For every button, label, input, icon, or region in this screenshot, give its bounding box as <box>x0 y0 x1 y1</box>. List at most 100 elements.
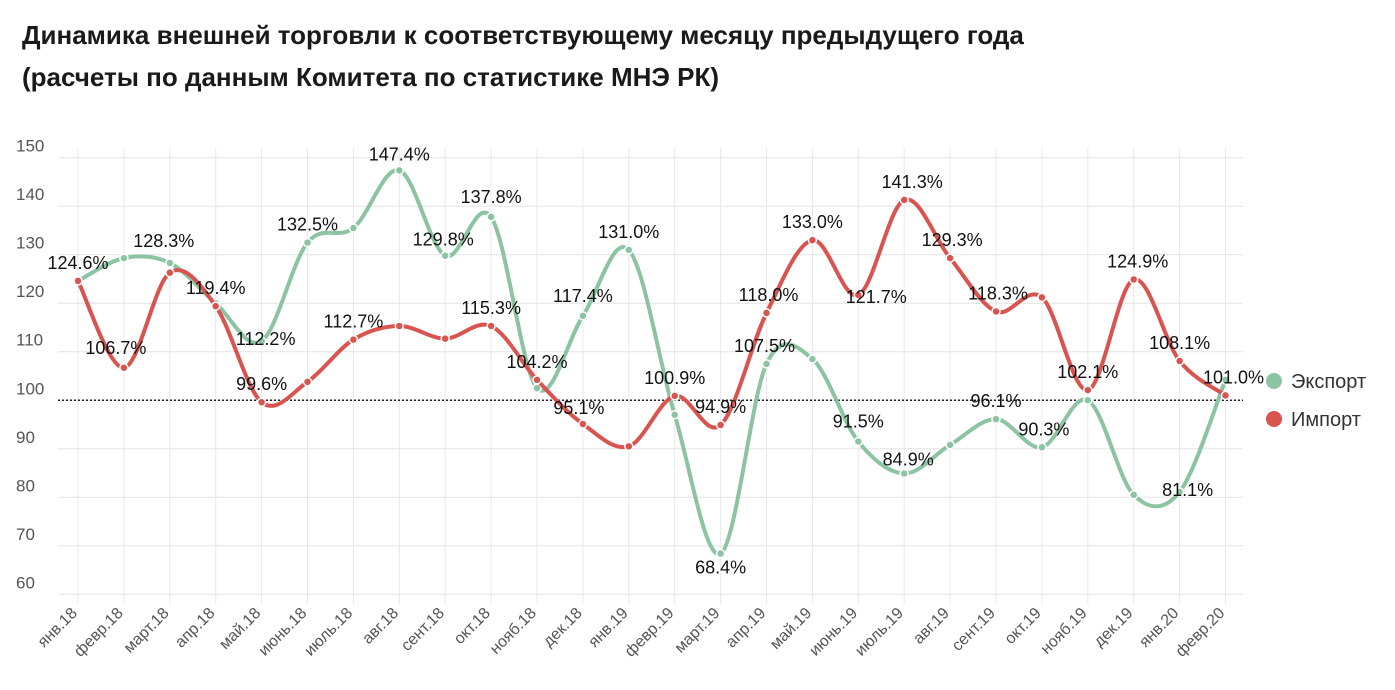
data-label-import: 121.7% <box>846 287 907 307</box>
grid-layer <box>58 148 1243 604</box>
data-label-import: 95.1% <box>553 398 604 418</box>
y-tick-label: 120 <box>16 282 44 301</box>
x-tick-label: янв.20 <box>1136 605 1182 651</box>
data-point-export <box>1174 487 1185 497</box>
x-tick-label: авг.18 <box>359 605 402 648</box>
data-label-import: 108.1% <box>1149 333 1210 353</box>
data-point-import <box>256 397 267 407</box>
data-point-import <box>1037 292 1047 303</box>
y-tick-label: 100 <box>16 379 44 398</box>
data-label-import: 129.3% <box>922 230 983 250</box>
chart-title: Динамика внешней торговли к соответствую… <box>22 14 1382 98</box>
y-tick-label: 110 <box>16 331 43 350</box>
data-point-import <box>1220 390 1231 401</box>
x-tick-label: февр.18 <box>71 605 127 661</box>
x-tick-label: июнь.19 <box>806 605 861 660</box>
x-tick-label: янв.18 <box>35 605 81 651</box>
data-point-export <box>669 410 680 420</box>
x-tick-label: июнь.18 <box>256 605 311 660</box>
data-label-export: 81.1% <box>1162 480 1213 500</box>
x-tick-label: сент.18 <box>398 605 448 655</box>
data-point-import <box>853 290 864 300</box>
data-point-import <box>991 306 1001 317</box>
x-tick-label: янв.19 <box>585 605 631 651</box>
data-label-import: 106.7% <box>85 338 146 358</box>
series-layer <box>73 165 1231 559</box>
data-point-export <box>440 250 450 261</box>
data-label-export: 68.4% <box>695 558 746 578</box>
data-point-export <box>1220 375 1231 385</box>
data-label-export: 117.4% <box>553 286 613 306</box>
x-tick-label: апр.18 <box>172 605 219 652</box>
data-point-import <box>1174 356 1185 366</box>
y-axis: 60 70 80 90 100 110 120 130 140 150 <box>16 137 44 593</box>
data-point-export <box>486 212 496 222</box>
x-tick-label: июль.18 <box>301 605 356 660</box>
x-tick-label: апр.19 <box>723 605 770 652</box>
data-label-import: 99.6% <box>236 374 287 394</box>
data-label-export: 107.5% <box>734 336 795 356</box>
x-tick-label: нояб.18 <box>487 605 540 658</box>
data-point-import <box>899 195 909 205</box>
data-point-export <box>256 336 267 346</box>
data-point-import <box>1083 385 1093 395</box>
y-tick-label: 150 <box>16 137 44 156</box>
data-point-export <box>991 414 1001 424</box>
data-point-import <box>302 377 313 387</box>
data-label-import: 118.0% <box>739 285 799 305</box>
x-tick-label: окт.18 <box>451 605 494 648</box>
data-label-import: 101.0% <box>1203 367 1264 387</box>
data-point-import <box>73 276 83 286</box>
chart-title-line-1: Динамика внешней торговли к соответствую… <box>22 20 1024 50</box>
y-tick-label: 130 <box>16 234 44 253</box>
data-label-export: 128.3% <box>133 231 194 251</box>
data-point-export <box>1128 490 1139 500</box>
data-label-import: 133.0% <box>782 212 843 232</box>
data-point-import <box>210 301 221 311</box>
x-tick-label: дек.19 <box>1091 605 1137 651</box>
x-tick-label: июль.19 <box>852 605 907 660</box>
data-point-export <box>165 258 175 268</box>
data-point-export <box>761 359 772 369</box>
x-tick-label: сент.19 <box>949 605 999 655</box>
data-point-import <box>532 375 542 385</box>
x-tick-label: март.18 <box>121 605 173 657</box>
data-point-export <box>853 436 864 447</box>
data-label-import: 104.2% <box>506 352 567 372</box>
data-point-import <box>669 391 680 401</box>
data-point-export <box>119 253 129 263</box>
data-point-import <box>394 321 405 331</box>
legend-marker-import <box>1266 411 1282 427</box>
data-label-export: 90.3% <box>1018 419 1069 439</box>
data-point-export <box>807 354 818 364</box>
data-point-export <box>302 237 313 248</box>
data-label-export: 129.8% <box>413 230 474 250</box>
data-label-import: 124.6% <box>47 253 108 273</box>
x-tick-label: дек.18 <box>540 605 586 651</box>
data-label-layer: 128.3% 112.2% 132.5% 147.4% 129.8% 137.8% 117.… <box>47 144 1264 577</box>
data-point-import <box>578 419 588 429</box>
x-tick-label: авг.19 <box>910 605 953 648</box>
data-label-import: 100.9% <box>644 368 705 388</box>
x-tick-label: окт.19 <box>1002 605 1045 648</box>
data-point-import <box>348 334 359 345</box>
y-tick-label: 60 <box>16 573 35 592</box>
y-tick-label: 140 <box>16 185 44 204</box>
data-point-import <box>486 321 496 331</box>
data-point-export <box>348 223 359 233</box>
x-tick-label: нояб.19 <box>1038 605 1091 658</box>
data-point-import <box>624 441 634 452</box>
y-tick-label: 90 <box>16 428 35 447</box>
data-point-export <box>578 311 588 321</box>
data-point-import <box>761 308 772 318</box>
x-tick-label: февр.19 <box>622 605 678 661</box>
legend-label-export: Экспорт <box>1291 371 1366 393</box>
legend: Экспорт Импорт <box>1266 371 1366 431</box>
data-label-import: 118.3% <box>968 283 1028 303</box>
data-label-export: 96.1% <box>970 391 1021 411</box>
data-label-import: 94.9% <box>695 397 746 417</box>
data-point-import <box>1128 274 1139 285</box>
data-point-import <box>119 363 129 373</box>
